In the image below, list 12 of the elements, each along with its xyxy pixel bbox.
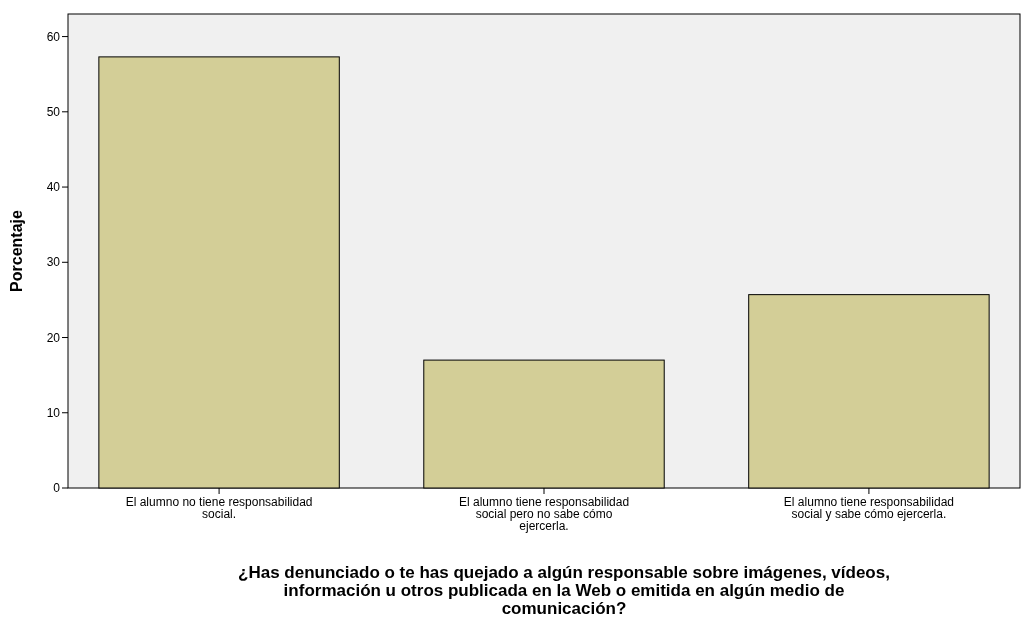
y-axis-title: Porcentaje [8,209,25,292]
y-tick-label: 20 [46,330,61,345]
y-tick-label: 50 [46,105,61,120]
y-tick-label: 10 [46,405,61,420]
x-tick-label: El alumno tiene responsabilidad social pero no sabe cómo ejercerla. [458,495,630,533]
x-axis-title: ¿Has denunciado o te has quejado a algún responsable sobre imágenes, vídeos, información u otros publicada en la Web o emitida en algún medio de comunicación? [238,563,890,618]
y-tick-label: 60 [46,29,61,44]
x-tick-label: El alumno tiene responsabilidad social y sabe cómo ejercerla. [783,495,954,521]
x-tick-label: El alumno no tiene responsabilidad social. [125,495,313,521]
y-tick-label: 30 [46,255,61,270]
y-tick-label: 40 [46,180,61,195]
y-tick-label: 0 [53,481,61,496]
